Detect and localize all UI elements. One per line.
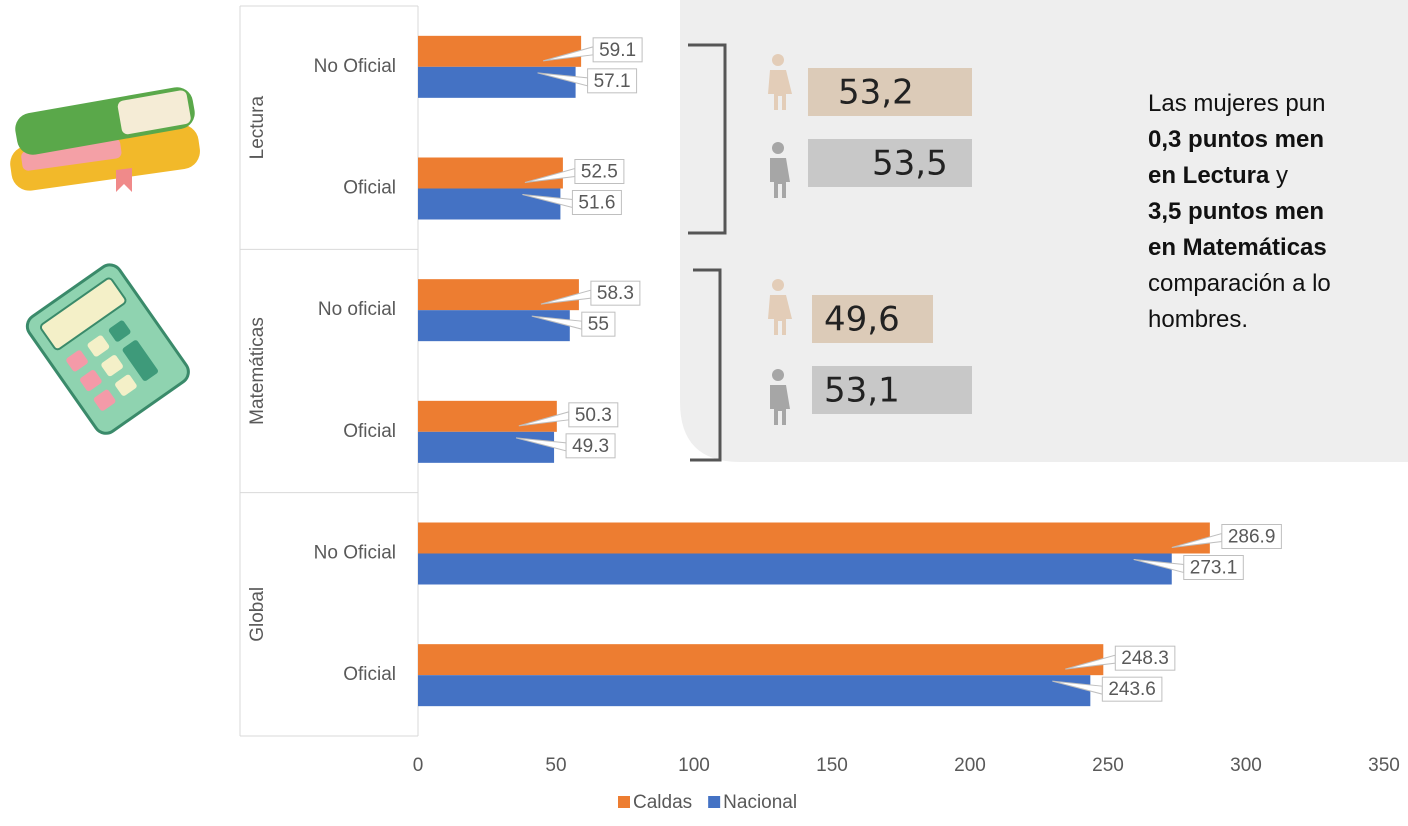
x-tick-label: 0 <box>413 755 424 776</box>
bar <box>418 66 576 98</box>
data-label: 243.6 <box>1108 679 1156 700</box>
bar <box>418 431 555 463</box>
text-line: y <box>1276 162 1289 189</box>
bar <box>418 157 563 189</box>
text-bold: en Matemáticas <box>1148 234 1327 261</box>
label-box <box>590 280 641 306</box>
data-label: 59.1 <box>599 40 636 61</box>
label-box <box>1221 524 1282 549</box>
books-icon <box>10 87 200 192</box>
calculator-icon <box>25 263 190 435</box>
men-score: 53,5 <box>872 144 948 184</box>
bracket <box>688 43 727 235</box>
x-tick-label: 150 <box>816 755 848 776</box>
label-box <box>574 159 625 184</box>
group-label: Global <box>247 587 268 642</box>
male-icon <box>770 142 790 198</box>
bracket <box>690 268 722 462</box>
category-label: Oficial <box>343 421 396 442</box>
category-label: No Oficial <box>314 543 396 564</box>
men-score: 53,1 <box>824 371 900 411</box>
text-bold: 0,3 puntos men <box>1148 126 1325 153</box>
data-label: 50.3 <box>575 405 612 426</box>
data-label: 248.3 <box>1121 648 1169 669</box>
bar <box>418 553 1172 585</box>
x-tick-label: 100 <box>678 755 710 776</box>
bar <box>418 279 579 311</box>
label-box <box>568 402 619 428</box>
group-label: Lectura <box>247 96 268 160</box>
data-label: 49.3 <box>572 436 609 457</box>
label-box <box>1183 555 1244 580</box>
women-score: 53,2 <box>838 73 914 113</box>
legend-label: Nacional <box>723 792 797 813</box>
label-box <box>1101 676 1163 702</box>
women-box <box>812 295 933 343</box>
bar <box>418 310 570 342</box>
data-label: 273.1 <box>1190 558 1238 579</box>
label-box <box>592 37 643 63</box>
bar <box>418 400 557 432</box>
category-label: Oficial <box>343 664 396 685</box>
text-line: comparación a lo <box>1148 270 1331 297</box>
summary-text: Las mujeres pun 0,3 puntos men en Lectur… <box>1148 86 1408 338</box>
label-box <box>1114 645 1176 671</box>
bar <box>418 35 582 67</box>
category-label: No oficial <box>318 299 396 320</box>
women-score: 49,6 <box>824 300 900 340</box>
legend-swatch <box>708 796 721 808</box>
category-label: Oficial <box>343 178 396 199</box>
male-icon <box>770 369 790 425</box>
bar <box>418 675 1091 707</box>
label-box <box>587 68 638 94</box>
category-label: No Oficial <box>314 56 396 77</box>
label-box <box>581 311 616 337</box>
data-label: 51.6 <box>578 193 615 214</box>
data-label: 286.9 <box>1228 527 1276 548</box>
female-icon <box>768 279 792 335</box>
bar <box>418 188 561 220</box>
text-line: hombres. <box>1148 306 1249 333</box>
data-label: 52.5 <box>581 162 618 183</box>
x-tick-label: 300 <box>1230 755 1262 776</box>
bar <box>418 644 1104 676</box>
legend-swatch <box>618 796 630 808</box>
x-tick-label: 50 <box>545 755 566 776</box>
x-tick-label: 250 <box>1092 755 1124 776</box>
label-box <box>565 433 616 459</box>
data-label: 57.1 <box>594 71 631 92</box>
x-tick-label: 350 <box>1368 755 1400 776</box>
legend-label: Caldas <box>633 792 692 813</box>
text-bold: 3,5 puntos men <box>1148 198 1325 225</box>
text-bold: en Lectura <box>1148 162 1270 189</box>
label-box <box>571 190 622 215</box>
text-line: Las mujeres pun <box>1148 90 1326 117</box>
female-icon <box>768 54 792 110</box>
x-tick-label: 200 <box>954 755 986 776</box>
men-box <box>812 366 972 414</box>
group-label: Matemáticas <box>247 317 268 425</box>
data-label: 55 <box>588 314 609 335</box>
men-box <box>808 139 972 187</box>
data-label: 58.3 <box>597 283 634 304</box>
women-box <box>808 68 972 116</box>
bar <box>418 522 1210 554</box>
